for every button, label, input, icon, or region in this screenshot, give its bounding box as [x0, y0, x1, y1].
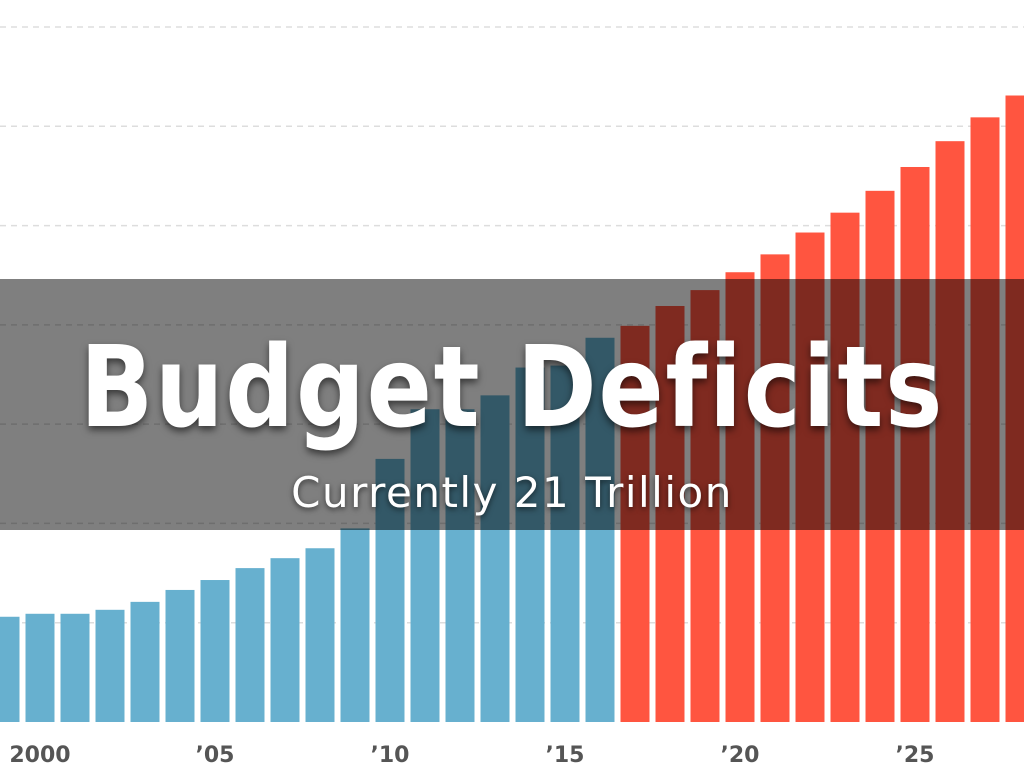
- x-tick-label: ’15: [546, 743, 585, 768]
- bar-historical-2003: [130, 601, 160, 722]
- slide-title: Budget Deficits: [79, 323, 945, 453]
- bar-historical-2006: [235, 568, 265, 722]
- bar-historical-2007: [270, 558, 300, 722]
- bar-historical-2001: [60, 613, 90, 722]
- bar-historical-2005: [200, 580, 230, 722]
- bar-historical-2009: [340, 528, 370, 722]
- bar-historical-1999: [0, 616, 20, 722]
- bar-historical-2008: [305, 548, 335, 722]
- title-overlay-band: [0, 279, 1024, 530]
- x-tick-label: ’05: [196, 743, 235, 768]
- slide-subtitle: Currently 21 Trillion: [291, 468, 733, 517]
- x-axis-ticks: 2000 ’05 ’10 ’15 ’20 ’25: [9, 743, 934, 768]
- x-tick-label: ’10: [371, 743, 410, 768]
- bar-historical-2002: [95, 609, 125, 722]
- bar-historical-2000: [25, 613, 55, 722]
- x-tick-label: ’25: [896, 743, 935, 768]
- bar-historical-2004: [165, 589, 195, 722]
- x-tick-label: ’20: [721, 743, 760, 768]
- x-tick-label: 2000: [9, 743, 70, 768]
